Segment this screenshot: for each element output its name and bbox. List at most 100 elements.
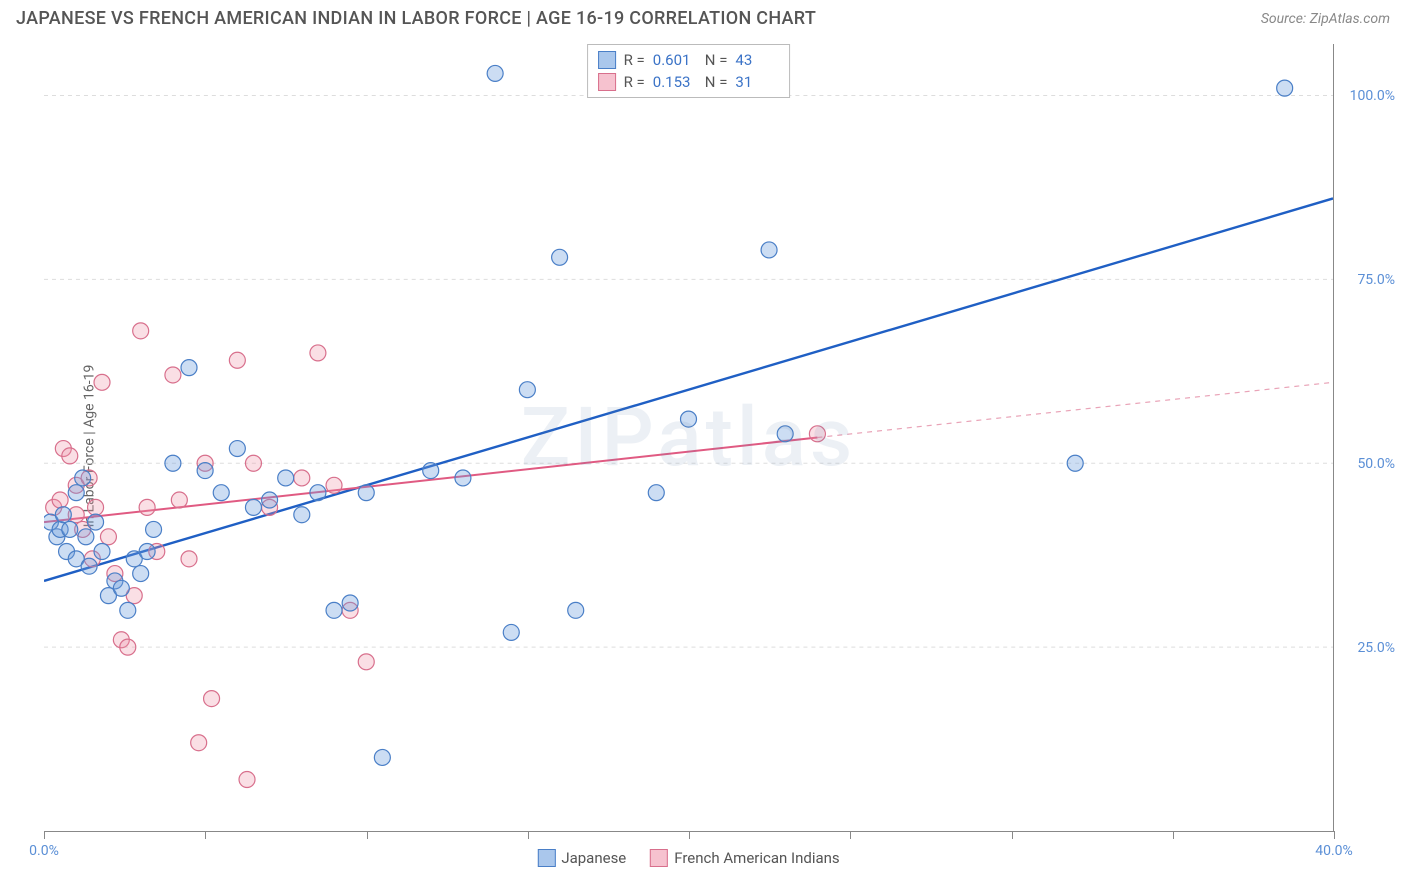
japanese-point bbox=[455, 470, 471, 486]
japanese-point bbox=[568, 602, 584, 618]
japanese-point bbox=[552, 249, 568, 265]
french-point bbox=[239, 772, 255, 788]
french-point bbox=[358, 654, 374, 670]
french-point bbox=[94, 374, 110, 390]
japanese-point bbox=[648, 485, 664, 501]
chart-header: JAPANESE VS FRENCH AMERICAN INDIAN IN LA… bbox=[0, 0, 1406, 33]
french-point bbox=[204, 691, 220, 707]
japanese-point bbox=[761, 242, 777, 258]
french-point bbox=[139, 499, 155, 515]
japanese-point bbox=[113, 580, 129, 596]
japanese-point bbox=[75, 470, 91, 486]
french-point bbox=[88, 499, 104, 515]
x-tick bbox=[1334, 831, 1335, 839]
japanese-point bbox=[78, 529, 94, 545]
x-tick bbox=[367, 831, 368, 839]
x-tick-label: 40.0% bbox=[1315, 843, 1353, 859]
legend-item: Japanese bbox=[537, 849, 626, 867]
legend-label: Japanese bbox=[561, 849, 626, 867]
x-tick bbox=[850, 831, 851, 839]
japanese-point bbox=[88, 514, 104, 530]
r-value: 0.601 bbox=[653, 49, 697, 71]
japanese-point bbox=[423, 463, 439, 479]
japanese-point bbox=[503, 624, 519, 640]
french-point bbox=[191, 735, 207, 751]
legend-swatch bbox=[537, 849, 555, 867]
plot-svg bbox=[44, 44, 1333, 831]
japanese-point bbox=[294, 507, 310, 523]
japanese-point bbox=[68, 485, 84, 501]
japanese-point bbox=[358, 485, 374, 501]
french-point bbox=[62, 448, 78, 464]
japanese-point bbox=[519, 382, 535, 398]
french-point bbox=[245, 455, 261, 471]
japanese-point bbox=[120, 602, 136, 618]
x-tick bbox=[1012, 831, 1013, 839]
japanese-point bbox=[342, 595, 358, 611]
japanese-point bbox=[197, 463, 213, 479]
y-tick-label: 100.0% bbox=[1341, 88, 1395, 104]
legend-item: French American Indians bbox=[650, 849, 839, 867]
stats-legend: R = 0.601 N = 43R = 0.153 N = 31 bbox=[587, 44, 791, 98]
x-tick bbox=[1173, 831, 1174, 839]
french-point bbox=[310, 345, 326, 361]
french-point bbox=[181, 551, 197, 567]
x-tick bbox=[689, 831, 690, 839]
n-label: N = bbox=[705, 49, 728, 71]
r-value: 0.153 bbox=[653, 71, 697, 93]
french-point bbox=[100, 529, 116, 545]
japanese-point bbox=[139, 544, 155, 560]
japanese-point bbox=[133, 566, 149, 582]
trend-line bbox=[44, 438, 817, 523]
japanese-point bbox=[681, 411, 697, 427]
y-tick-label: 25.0% bbox=[1341, 640, 1395, 656]
french-point bbox=[120, 639, 136, 655]
japanese-point bbox=[262, 492, 278, 508]
french-point bbox=[133, 323, 149, 339]
legend-swatch bbox=[598, 51, 616, 69]
french-point bbox=[294, 470, 310, 486]
trend-line bbox=[44, 198, 1333, 580]
french-point bbox=[52, 492, 68, 508]
n-value: 31 bbox=[735, 71, 779, 93]
french-point bbox=[809, 426, 825, 442]
x-tick bbox=[205, 831, 206, 839]
y-tick-label: 75.0% bbox=[1341, 272, 1395, 288]
french-point bbox=[165, 367, 181, 383]
japanese-point bbox=[165, 455, 181, 471]
x-tick-label: 0.0% bbox=[29, 843, 59, 859]
series-legend: Japanese French American Indians bbox=[537, 849, 839, 867]
y-tick-label: 50.0% bbox=[1341, 456, 1395, 472]
french-point bbox=[171, 492, 187, 508]
x-tick bbox=[44, 831, 45, 839]
japanese-point bbox=[213, 485, 229, 501]
chart-title: JAPANESE VS FRENCH AMERICAN INDIAN IN LA… bbox=[16, 8, 816, 29]
japanese-point bbox=[777, 426, 793, 442]
japanese-point bbox=[81, 558, 97, 574]
japanese-point bbox=[310, 485, 326, 501]
chart-source: Source: ZipAtlas.com bbox=[1261, 11, 1390, 27]
japanese-point bbox=[245, 499, 261, 515]
japanese-point bbox=[146, 521, 162, 537]
trend-line bbox=[817, 382, 1333, 437]
legend-swatch bbox=[650, 849, 668, 867]
n-label: N = bbox=[705, 71, 728, 93]
stats-legend-row: R = 0.153 N = 31 bbox=[598, 71, 780, 93]
japanese-point bbox=[62, 521, 78, 537]
scatter-chart: ZIPatlas R =0.601N =43R =0.153N =31 25.0… bbox=[44, 44, 1334, 832]
legend-swatch bbox=[598, 73, 616, 91]
japanese-point bbox=[278, 470, 294, 486]
x-tick bbox=[528, 831, 529, 839]
japanese-point bbox=[229, 441, 245, 457]
japanese-point bbox=[1067, 455, 1083, 471]
japanese-point bbox=[374, 749, 390, 765]
french-point bbox=[229, 352, 245, 368]
japanese-point bbox=[55, 507, 71, 523]
japanese-point bbox=[487, 65, 503, 81]
japanese-point bbox=[181, 360, 197, 376]
r-label: R = bbox=[624, 71, 645, 93]
legend-label: French American Indians bbox=[674, 849, 839, 867]
n-value: 43 bbox=[735, 49, 779, 71]
japanese-point bbox=[1277, 80, 1293, 96]
japanese-point bbox=[326, 602, 342, 618]
